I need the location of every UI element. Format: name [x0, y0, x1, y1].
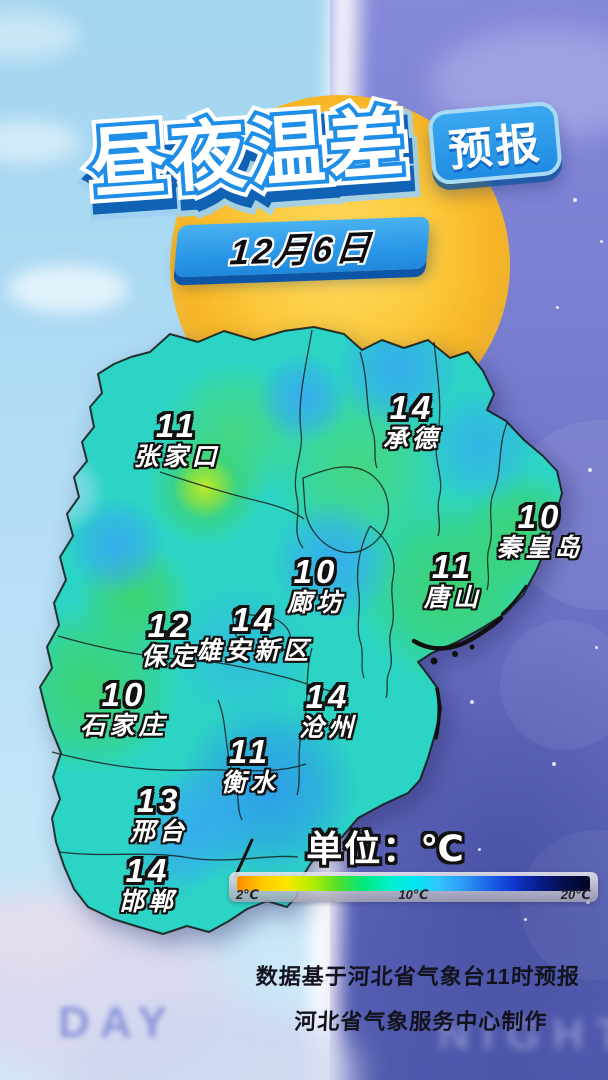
cloud-icon	[0, 895, 100, 975]
city-marker: 10 廊坊	[206, 553, 426, 617]
city-name: 沧州	[298, 714, 357, 742]
city-name: 保定	[140, 643, 199, 671]
legend-tick-max: 20℃	[560, 887, 591, 902]
city-value: 14	[125, 852, 171, 889]
legend-gradient	[237, 876, 590, 891]
date-badge: 12月6日	[173, 216, 431, 278]
city-name: 唐山	[423, 584, 482, 612]
forecast-badge: 预报	[427, 100, 563, 186]
city-name: 衡水	[220, 769, 279, 797]
city-value: 13	[136, 782, 182, 819]
city-name: 邯郸	[118, 888, 177, 916]
city-value: 10	[293, 553, 339, 590]
city-marker: 10 石家庄	[14, 676, 234, 740]
date-text: 12月6日	[228, 227, 376, 273]
city-marker: 11 张家口	[67, 407, 287, 471]
city-marker: 14 沧州	[218, 678, 438, 742]
province-border	[39, 326, 563, 935]
city-value: 14	[231, 601, 277, 638]
city-name: 雄安新区	[195, 637, 312, 665]
legend-tick-mid: 10℃	[398, 887, 429, 902]
footer-producer-line: 河北省气象服务中心制作	[293, 1009, 549, 1034]
city-marker: 14 邯郸	[38, 852, 258, 916]
city-name: 廊坊	[286, 589, 345, 617]
city-value: 10	[101, 676, 147, 713]
city-value: 14	[305, 678, 351, 715]
city-marker: 11 衡水	[140, 733, 360, 797]
city-name: 石家庄	[80, 712, 168, 740]
main-title: 昼夜温差 昼夜温差 昼夜温差 昼夜温差	[80, 93, 427, 233]
city-value: 14	[389, 389, 435, 426]
city-value: 11	[431, 548, 475, 585]
city-value: 12	[147, 607, 193, 644]
day-watermark: DAY	[58, 998, 177, 1047]
city-name: 承德	[382, 425, 441, 453]
city-value: 11	[228, 733, 272, 770]
city-marker: 13 邢台	[49, 782, 269, 846]
city-marker: 11 唐山	[343, 548, 563, 612]
night-watermark: NIGHT	[438, 1010, 608, 1059]
city-value: 10	[517, 498, 563, 535]
city-marker: 14 承德	[302, 389, 522, 453]
city-marker: 10 秦皇岛	[430, 498, 608, 562]
cloud-icon	[8, 265, 128, 313]
legend-tick-min: 2℃	[236, 887, 259, 902]
city-name: 邢台	[129, 818, 188, 846]
district-borders	[51, 329, 508, 861]
legend-bar: 2℃ 10℃ 20℃	[229, 872, 598, 902]
bokeh-circle	[500, 620, 608, 750]
footer-source-line: 数据基于河北省气象台11时预报	[255, 964, 581, 989]
city-name: 秦皇岛	[496, 534, 584, 562]
forecast-badge-label: 预报	[446, 118, 545, 176]
unit-label: 单位：℃	[306, 828, 466, 869]
legend-ticks: 2℃ 10℃ 20℃	[236, 887, 591, 902]
city-marker: 12 保定	[60, 607, 280, 671]
city-name: 张家口	[133, 443, 221, 471]
city-marker: 14 雄安新区	[144, 601, 364, 665]
city-value: 11	[155, 407, 199, 444]
coastline	[233, 584, 528, 879]
